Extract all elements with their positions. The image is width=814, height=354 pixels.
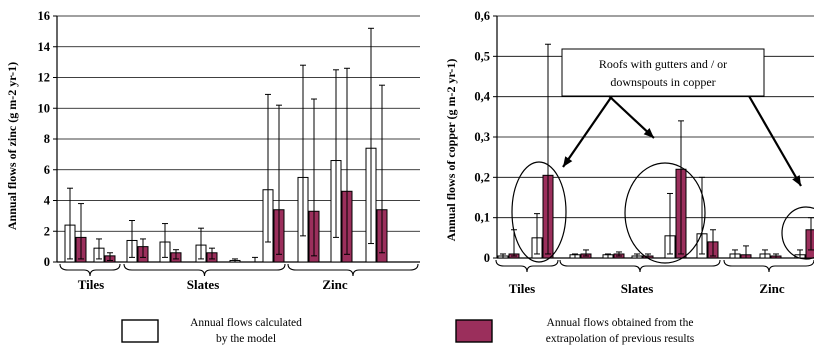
zinc-y-axis-label: Annual flows of zinc (g m-2 yr-1)	[5, 62, 19, 230]
annotation-arrows	[562, 95, 802, 187]
copper-tick-label: 0	[484, 251, 490, 265]
copper-group-brace	[723, 259, 814, 273]
zinc-group-tiles: Tiles	[78, 277, 105, 292]
zinc-chart: Annual flows of zinc (g m-2 yr-1) 0 2 4 6 8 1…	[5, 9, 420, 292]
annotation-arrow	[748, 95, 802, 187]
zinc-bars	[64, 27, 388, 263]
annotation-ellipse	[781, 206, 814, 260]
zinc-tick-label: 8	[44, 132, 50, 146]
zinc-ylabel-text: Annual flows of zinc (g m-2 yr-1)	[5, 62, 19, 230]
copper-tick-label: 0,5	[474, 49, 490, 63]
zinc-tick-label: 12	[38, 71, 51, 85]
zinc-gridlines	[56, 15, 420, 263]
zinc-tick-label: 2	[44, 224, 50, 238]
legend-extrapolated-line-1: Annual flows obtained from the	[547, 317, 694, 329]
zinc-tick-label: 6	[44, 163, 50, 177]
zinc-group-brace	[123, 263, 286, 277]
copper-tick-label: 0,2	[474, 170, 490, 184]
copper-y-ticks: 0 0,1 0,2 0,3 0,4 0,5 0,6	[474, 9, 497, 265]
copper-group-slates: Slates	[621, 281, 654, 296]
annotation-arrow	[608, 95, 655, 139]
annotation-arrowhead	[643, 127, 654, 138]
annotation-arrowhead	[563, 156, 573, 167]
zinc-tick-label: 4	[44, 194, 51, 208]
annotation-arrow	[562, 95, 613, 168]
annotation-ellipses	[511, 161, 814, 264]
copper-group-brace	[559, 259, 721, 273]
annotation-ellipse	[511, 161, 567, 263]
copper-group-zinc: Zinc	[759, 281, 785, 296]
copper-tick-label: 0,6	[474, 9, 490, 23]
annotation-ellipse	[624, 162, 706, 264]
zinc-group-brace	[59, 263, 121, 277]
annotation-line-2: downspouts in copper	[610, 75, 715, 89]
zinc-group-zinc: Zinc	[322, 277, 348, 292]
copper-annotation: Roofs with gutters and / or downspouts i…	[511, 48, 814, 264]
legend-extrapolated-line-2: extrapolation of previous results	[546, 333, 695, 345]
copper-y-axis-label: Annual flows of copper (g m-2 yr-1)	[444, 59, 458, 242]
copper-tick-label: 0,4	[474, 90, 490, 104]
zinc-tick-label: 0	[44, 255, 50, 269]
copper-group-braces	[495, 259, 814, 273]
legend: Annual flows calculated by the model Ann…	[121, 317, 695, 345]
zinc-tick-label: 16	[38, 9, 51, 23]
zinc-group-slates: Slates	[187, 277, 220, 292]
legend-swatch-calculated	[121, 319, 159, 343]
copper-group-brace	[495, 259, 559, 273]
legend-calculated-line-2: by the model	[216, 333, 276, 345]
copper-bar-extrapolated	[805, 229, 814, 259]
zinc-tick-label: 14	[38, 40, 51, 54]
zinc-tick-label: 10	[38, 101, 51, 115]
zinc-y-ticks: 0 2 4 6 8 10 12 14 16	[38, 9, 57, 269]
zinc-group-braces	[59, 263, 419, 277]
zinc-group-brace	[287, 263, 419, 277]
annotation-box	[561, 48, 765, 97]
copper-group-tiles: Tiles	[509, 281, 536, 296]
annotation-line-1: Roofs with gutters and / or	[599, 57, 727, 71]
legend-calculated-line-1: Annual flows calculated	[190, 317, 302, 329]
annotation-arrowhead	[792, 175, 801, 186]
legend-swatch-extrapolated	[455, 319, 493, 343]
copper-ylabel-text: Annual flows of copper (g m-2 yr-1)	[444, 59, 458, 242]
copper-chart: Annual flows of copper (g m-2 yr-1) 0 0,1…	[444, 9, 814, 296]
copper-tick-label: 0,1	[474, 211, 490, 225]
copper-tick-label: 0,3	[474, 130, 490, 144]
